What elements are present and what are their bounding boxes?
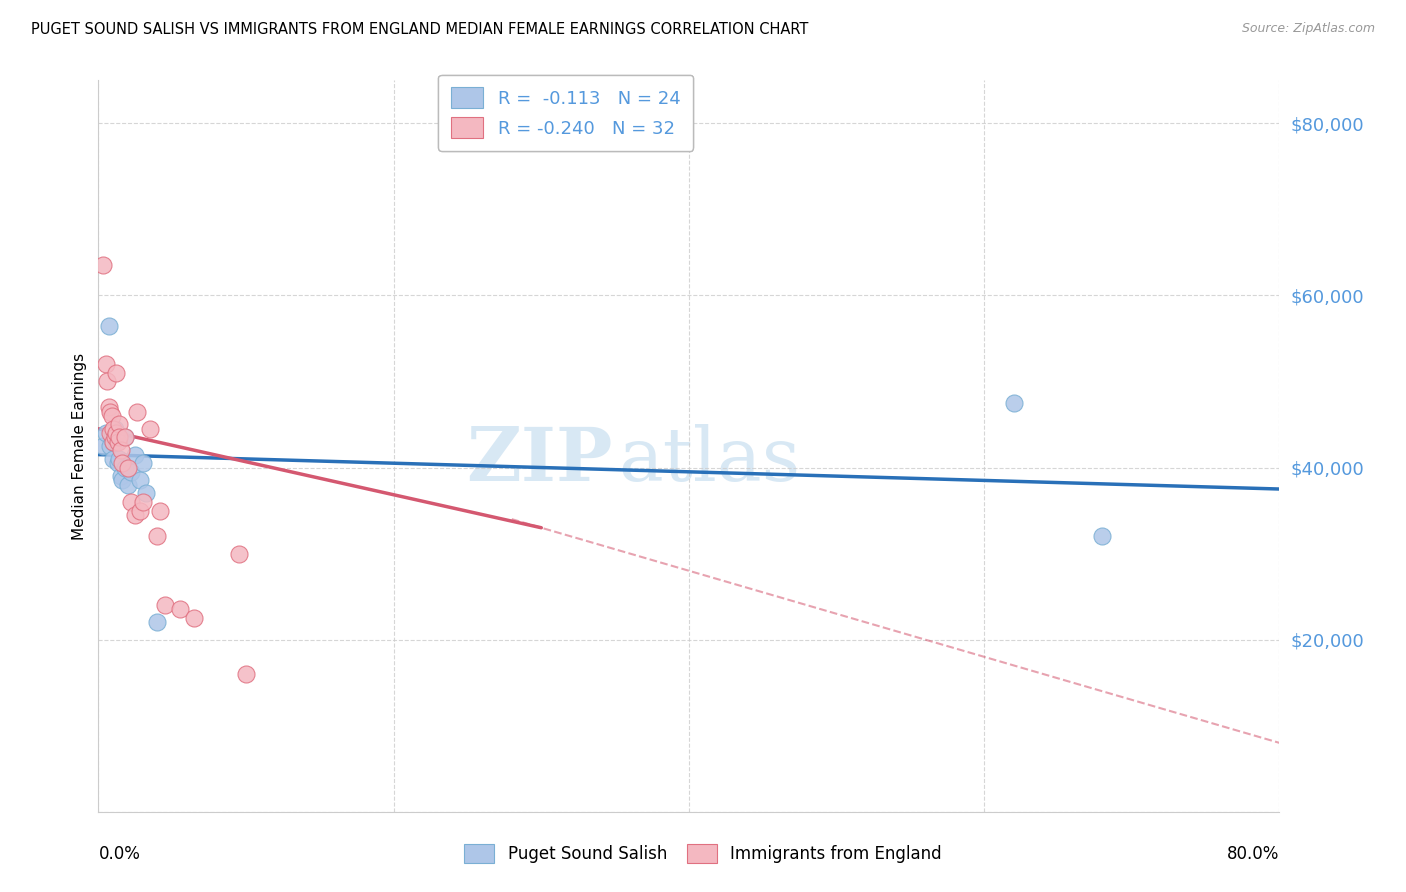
- Point: [169, 602, 191, 616]
- Point: [111, 456, 134, 470]
- Point: [104, 430, 127, 444]
- Point: [103, 451, 125, 466]
- Point: [117, 460, 139, 475]
- Point: [128, 474, 150, 488]
- Point: [117, 477, 139, 491]
- Point: [132, 456, 155, 470]
- Point: [132, 495, 155, 509]
- Point: [1002, 396, 1025, 410]
- Point: [128, 503, 150, 517]
- Point: [105, 434, 128, 449]
- Point: [114, 460, 136, 475]
- Point: [146, 615, 169, 630]
- Point: [235, 667, 257, 681]
- Point: [103, 434, 125, 449]
- Legend: Puget Sound Salish, Immigrants from England: Puget Sound Salish, Immigrants from Engl…: [453, 832, 953, 875]
- Text: Source: ZipAtlas.com: Source: ZipAtlas.com: [1241, 22, 1375, 36]
- Point: [94, 357, 117, 371]
- Point: [107, 456, 129, 470]
- Point: [103, 434, 125, 449]
- Point: [124, 508, 146, 522]
- Point: [100, 409, 122, 423]
- Point: [139, 422, 162, 436]
- Point: [100, 426, 122, 441]
- Point: [105, 426, 128, 441]
- Point: [108, 417, 131, 432]
- Text: atlas: atlas: [619, 424, 800, 497]
- Point: [146, 529, 169, 543]
- Point: [94, 426, 117, 441]
- Legend: R =  -0.113   N = 24, R = -0.240   N = 32: R = -0.113 N = 24, R = -0.240 N = 32: [439, 75, 693, 151]
- Text: 0.0%: 0.0%: [98, 845, 141, 863]
- Point: [135, 486, 157, 500]
- Point: [114, 430, 136, 444]
- Point: [107, 434, 129, 449]
- Point: [110, 443, 132, 458]
- Point: [153, 598, 176, 612]
- Text: 80.0%: 80.0%: [1227, 845, 1279, 863]
- Point: [111, 474, 134, 488]
- Point: [97, 401, 120, 415]
- Point: [96, 375, 118, 389]
- Text: ZIP: ZIP: [465, 424, 612, 497]
- Point: [120, 465, 142, 479]
- Point: [104, 422, 127, 436]
- Point: [125, 404, 148, 418]
- Point: [91, 439, 114, 453]
- Point: [103, 422, 125, 436]
- Point: [149, 503, 172, 517]
- Point: [110, 469, 132, 483]
- Point: [1091, 529, 1114, 543]
- Y-axis label: Median Female Earnings: Median Female Earnings: [72, 352, 87, 540]
- Point: [124, 448, 146, 462]
- Text: PUGET SOUND SALISH VS IMMIGRANTS FROM ENGLAND MEDIAN FEMALE EARNINGS CORRELATION: PUGET SOUND SALISH VS IMMIGRANTS FROM EN…: [31, 22, 808, 37]
- Point: [183, 611, 205, 625]
- Point: [120, 495, 142, 509]
- Point: [108, 430, 131, 444]
- Point: [97, 318, 120, 333]
- Point: [98, 426, 121, 441]
- Point: [105, 366, 128, 380]
- Point: [108, 451, 131, 466]
- Point: [114, 430, 136, 444]
- Point: [98, 439, 121, 453]
- Point: [91, 258, 114, 272]
- Point: [98, 404, 121, 418]
- Point: [228, 547, 250, 561]
